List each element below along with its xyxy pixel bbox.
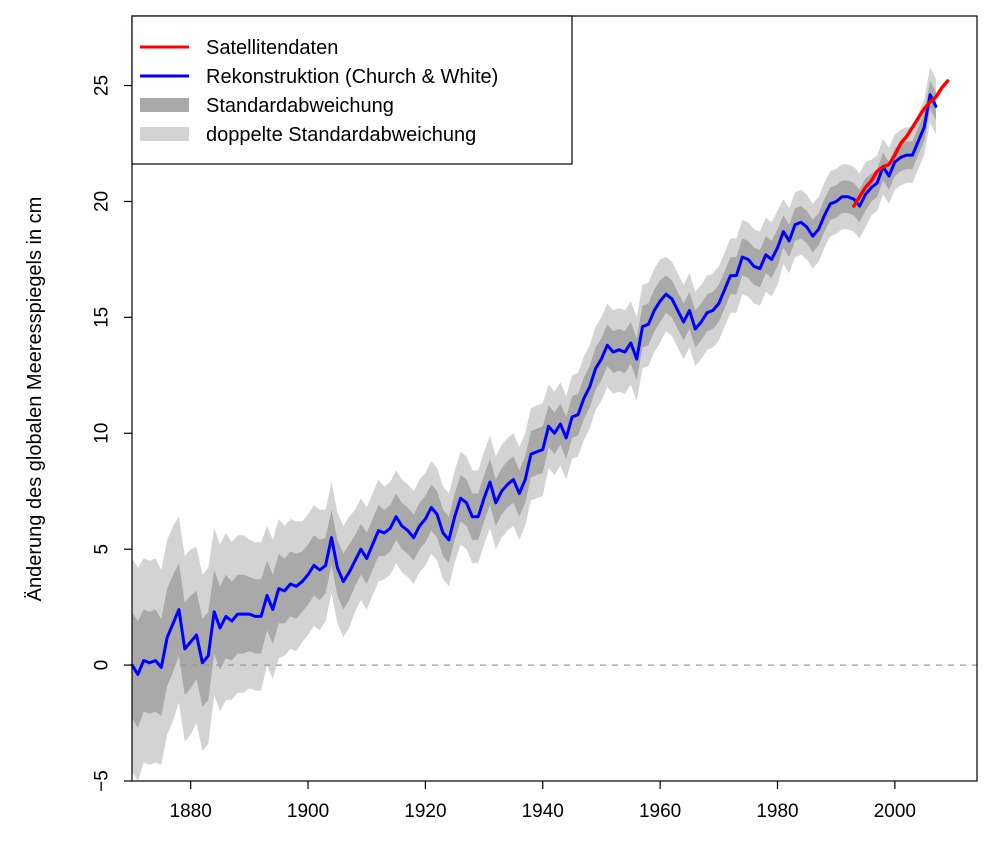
y-tick-label: 0 xyxy=(92,660,113,671)
two-sigma-band-layer xyxy=(132,67,936,781)
y-tick-label: 10 xyxy=(92,423,113,444)
legend-box xyxy=(131,15,573,165)
satellite-line xyxy=(852,79,950,208)
x-tick-label: 1920 xyxy=(404,801,446,822)
x-tick-label: 2000 xyxy=(874,801,916,822)
y-axis-label: Änderung des globalen Meeresspiegels in … xyxy=(24,197,46,602)
y-tick-label: 5 xyxy=(92,544,113,555)
legend-swatch xyxy=(140,98,189,112)
y-tick-label: 25 xyxy=(92,75,113,96)
legend-label: doppelte Standardabweichung xyxy=(206,124,476,146)
series-layer xyxy=(130,79,950,676)
two-sigma-band xyxy=(132,67,936,781)
x-tick-label: 1980 xyxy=(756,801,798,822)
one-sigma-band-layer xyxy=(132,80,936,728)
x-tick-label: 1900 xyxy=(287,801,329,822)
y-tick-label: −5 xyxy=(92,770,113,792)
legend-label: Rekonstruktion (Church & White) xyxy=(206,66,498,88)
y-tick-label: 20 xyxy=(92,191,113,212)
axes-layer: 1880 1900 1920 1940 1960 1980 2000 −5 0 5 10 15 20 25 xyxy=(92,15,978,822)
x-tick-label: 1940 xyxy=(522,801,564,822)
legend-label: Standardabweichung xyxy=(206,95,394,117)
x-tick-label: 1960 xyxy=(639,801,681,822)
y-tick-label: 15 xyxy=(92,307,113,328)
reconstruction-line xyxy=(130,93,938,676)
y-axis-label-layer: Änderung des globalen Meeresspiegels in … xyxy=(24,197,46,602)
x-tick-label: 1880 xyxy=(170,801,212,822)
legend: Satellitendaten Rekonstruktion (Church & … xyxy=(131,15,573,165)
legend-label: Satellitendaten xyxy=(206,37,338,59)
legend-swatch xyxy=(140,127,189,141)
one-sigma-band xyxy=(132,80,936,728)
